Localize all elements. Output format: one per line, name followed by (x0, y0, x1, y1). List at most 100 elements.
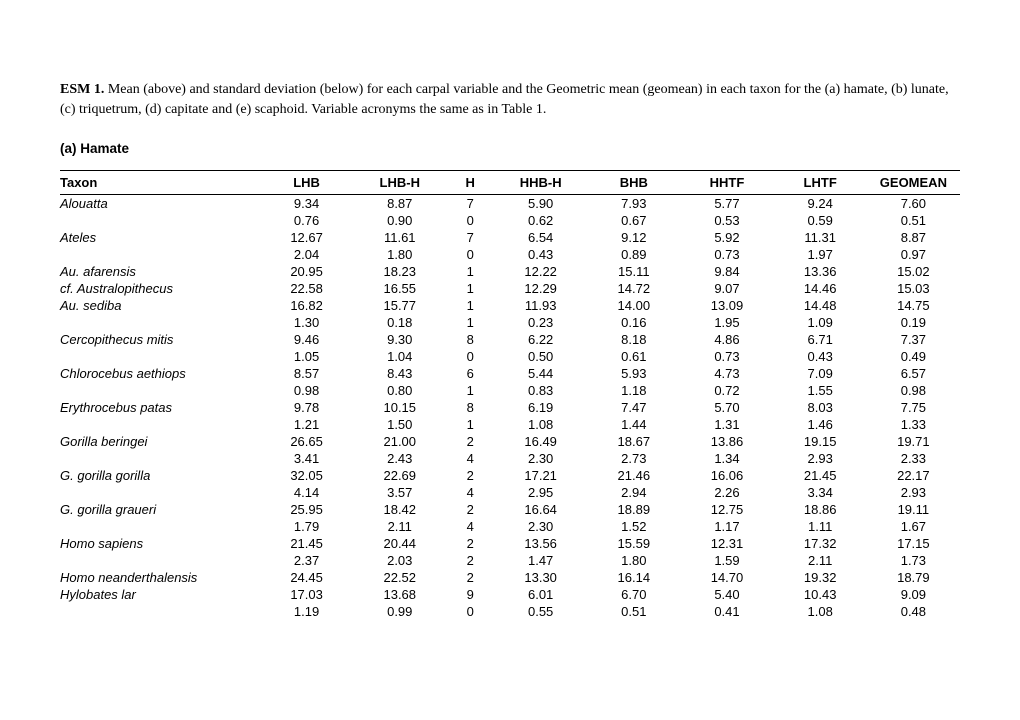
table-row: Homo sapiens21.4520.44213.5615.5912.3117… (60, 535, 960, 552)
value-cell: 4.86 (680, 331, 773, 348)
value-cell: 0.43 (494, 246, 587, 263)
value-cell: 0.89 (587, 246, 680, 263)
value-cell: 4 (446, 484, 494, 501)
value-cell: 2.30 (494, 450, 587, 467)
value-cell: 9.09 (867, 586, 960, 603)
value-cell: 13.56 (494, 535, 587, 552)
value-cell: 5.70 (680, 399, 773, 416)
table-row: 2.372.0321.471.801.592.111.73 (60, 552, 960, 569)
value-cell: 0.67 (587, 212, 680, 229)
value-cell: 1.67 (867, 518, 960, 535)
value-cell: 13.09 (680, 297, 773, 314)
taxon-cell: Alouatta (60, 195, 260, 213)
value-cell: 8.57 (260, 365, 353, 382)
table-row: 2.041.8000.430.890.731.970.97 (60, 246, 960, 263)
value-cell: 15.11 (587, 263, 680, 280)
table-row: G. gorilla graueri25.9518.42216.6418.891… (60, 501, 960, 518)
taxon-cell: Homo neanderthalensis (60, 569, 260, 586)
col-head-hhb-h: HHB-H (494, 171, 587, 195)
value-cell: 13.36 (774, 263, 867, 280)
value-cell: 0.55 (494, 603, 587, 620)
col-head-bhb: BHB (587, 171, 680, 195)
value-cell: 0.80 (353, 382, 446, 399)
table-row: Homo neanderthalensis24.4522.52213.3016.… (60, 569, 960, 586)
table-row: 1.792.1142.301.521.171.111.67 (60, 518, 960, 535)
value-cell: 21.45 (774, 467, 867, 484)
value-cell: 5.92 (680, 229, 773, 246)
value-cell: 1.46 (774, 416, 867, 433)
value-cell: 1 (446, 314, 494, 331)
taxon-cell: G. gorilla gorilla (60, 467, 260, 484)
value-cell: 13.68 (353, 586, 446, 603)
value-cell: 2 (446, 433, 494, 450)
value-cell: 15.02 (867, 263, 960, 280)
value-cell: 2.73 (587, 450, 680, 467)
value-cell: 0.76 (260, 212, 353, 229)
table-row: Au. afarensis20.9518.23112.2215.119.8413… (60, 263, 960, 280)
value-cell: 2.04 (260, 246, 353, 263)
col-head-taxon: Taxon (60, 171, 260, 195)
value-cell: 8 (446, 331, 494, 348)
taxon-cell-empty (60, 382, 260, 399)
value-cell: 9.07 (680, 280, 773, 297)
table-row: 1.300.1810.230.161.951.090.19 (60, 314, 960, 331)
value-cell: 8.43 (353, 365, 446, 382)
value-cell: 18.42 (353, 501, 446, 518)
value-cell: 0.48 (867, 603, 960, 620)
value-cell: 1 (446, 263, 494, 280)
value-cell: 1.19 (260, 603, 353, 620)
value-cell: 9 (446, 586, 494, 603)
value-cell: 24.45 (260, 569, 353, 586)
table-row: Erythrocebus patas9.7810.1586.197.475.70… (60, 399, 960, 416)
value-cell: 4 (446, 450, 494, 467)
value-cell: 8.87 (867, 229, 960, 246)
table-row: Cercopithecus mitis9.469.3086.228.184.86… (60, 331, 960, 348)
taxon-cell: Hylobates lar (60, 586, 260, 603)
value-cell: 0.41 (680, 603, 773, 620)
value-cell: 14.48 (774, 297, 867, 314)
value-cell: 6.19 (494, 399, 587, 416)
value-cell: 0.99 (353, 603, 446, 620)
value-cell: 15.77 (353, 297, 446, 314)
table-row: 1.190.9900.550.510.411.080.48 (60, 603, 960, 620)
value-cell: 0.72 (680, 382, 773, 399)
value-cell: 0.98 (260, 382, 353, 399)
value-cell: 2.11 (353, 518, 446, 535)
value-cell: 0.73 (680, 246, 773, 263)
value-cell: 26.65 (260, 433, 353, 450)
value-cell: 12.67 (260, 229, 353, 246)
taxon-cell: Ateles (60, 229, 260, 246)
col-head-h: H (446, 171, 494, 195)
table-row: Hylobates lar17.0313.6896.016.705.4010.4… (60, 586, 960, 603)
value-cell: 12.75 (680, 501, 773, 518)
value-cell: 12.22 (494, 263, 587, 280)
table-row: Alouatta9.348.8775.907.935.779.247.60 (60, 195, 960, 213)
value-cell: 2.43 (353, 450, 446, 467)
value-cell: 1 (446, 382, 494, 399)
value-cell: 0 (446, 348, 494, 365)
value-cell: 15.03 (867, 280, 960, 297)
value-cell: 5.90 (494, 195, 587, 213)
value-cell: 22.17 (867, 467, 960, 484)
value-cell: 0.49 (867, 348, 960, 365)
value-cell: 1.50 (353, 416, 446, 433)
value-cell: 5.77 (680, 195, 773, 213)
value-cell: 8 (446, 399, 494, 416)
value-cell: 18.89 (587, 501, 680, 518)
value-cell: 1.44 (587, 416, 680, 433)
value-cell: 1.34 (680, 450, 773, 467)
value-cell: 1.80 (587, 552, 680, 569)
value-cell: 19.11 (867, 501, 960, 518)
value-cell: 2 (446, 552, 494, 569)
value-cell: 0.43 (774, 348, 867, 365)
value-cell: 9.84 (680, 263, 773, 280)
value-cell: 9.24 (774, 195, 867, 213)
value-cell: 18.23 (353, 263, 446, 280)
value-cell: 19.32 (774, 569, 867, 586)
value-cell: 1.08 (494, 416, 587, 433)
value-cell: 1.79 (260, 518, 353, 535)
col-head-hhtf: HHTF (680, 171, 773, 195)
table-header-row: Taxon LHB LHB-H H HHB-H BHB HHTF LHTF GE… (60, 171, 960, 195)
value-cell: 3.57 (353, 484, 446, 501)
value-cell: 1 (446, 416, 494, 433)
